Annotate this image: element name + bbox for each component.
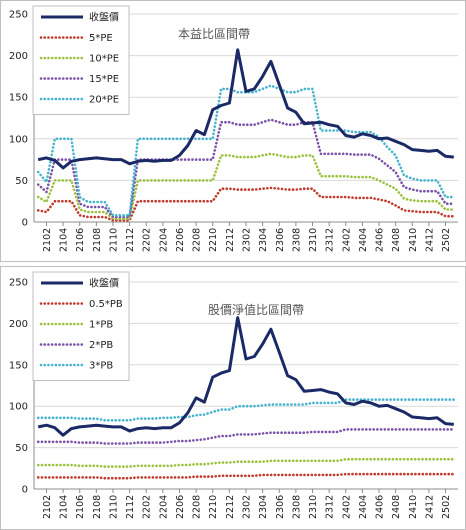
x-tick-label: 2212 [225,495,236,519]
x-tick-label: 2306 [275,495,286,519]
x-tick-label: 2104 [59,495,70,519]
x-tick-label: 2108 [92,228,103,252]
x-tick-label: 2102 [42,495,53,519]
x-tick-label: 2312 [325,228,336,252]
y-tick-label: 150 [9,93,28,104]
x-tick-label: 2210 [208,495,219,519]
x-tick-label: 2408 [391,228,402,252]
x-tick-label: 2210 [208,228,219,252]
y-tick-label: 50 [15,176,28,187]
x-tick-label: 2302 [242,228,253,252]
legend-label: 1*PB [89,320,113,331]
x-tick-label: 2208 [192,228,203,252]
legend-box [32,5,130,115]
x-tick-label: 2104 [59,228,70,252]
x-tick-label: 2402 [341,495,352,519]
x-tick-label: 2402 [341,228,352,252]
series-line-1 [36,186,456,222]
legend-label: 10*PE [89,54,119,65]
x-tick-label: 2212 [225,228,236,252]
x-tick-label: 2502 [441,228,452,252]
x-tick-label: 2204 [158,228,169,252]
x-tick-label: 2308 [291,228,302,252]
chart-title: 股價淨值比區間帶 [208,302,304,317]
x-tick-label: 2302 [242,495,253,519]
x-tick-label: 2108 [92,495,103,519]
series-line-0 [37,48,454,170]
pe-band-chart-panel: 0 50 100 150 200 250 2102 2104 2106 2108 2110 2112 2… [0,0,466,262]
legend-label: 0.5*PB [89,299,123,310]
x-tick-label: 2310 [308,495,319,519]
pb-band-chart-panel: 0 50 100 150 200 250 2102 2104 2106 2108 2110 2112 2… [0,266,466,530]
x-tick-label: 2304 [258,495,269,519]
y-tick-label: 0 [22,218,28,229]
legend-box [32,271,130,381]
pe-band-chart: 0 50 100 150 200 250 2102 2104 2106 2108 2110 2112 2… [0,0,466,262]
legend: 收盤價 0.5*PB 1*PB 2*PB 3*PB [32,271,130,381]
legend-label: 3*PB [89,361,113,372]
series-line-3 [36,428,456,445]
y-tick-label: 200 [9,319,28,330]
y-tick-label: 250 [9,10,28,21]
x-tick-label: 2412 [424,495,435,519]
x-tick-label: 2310 [308,228,319,252]
x-tick-label: 2106 [75,495,86,519]
y-tick-label: 200 [9,51,28,62]
series-line-2 [36,457,456,468]
y-tick-label: 50 [15,443,28,454]
series-line-4 [36,398,456,422]
x-tick-label: 2110 [108,228,119,252]
x-tick-label: 2308 [291,495,302,519]
x-tick-label: 2406 [375,228,386,252]
legend-label: 5*PE [89,33,113,44]
y-tick-label: 0 [22,485,28,496]
x-tick-label: 2408 [391,495,402,519]
x-tick-label: 2410 [408,495,419,519]
legend-label: 15*PE [89,74,119,85]
legend-label: 收盤價 [89,11,119,24]
chart-title: 本益比區間帶 [178,27,250,41]
x-tick-label: 2410 [408,228,419,252]
x-tick-label: 2412 [424,228,435,252]
series-line-2 [36,152,456,220]
x-tick-label: 2110 [108,495,119,519]
pb-band-chart: 0 50 100 150 200 250 2102 2104 2106 2108 2110 2112 2… [0,266,466,530]
x-tick-label: 2206 [175,495,186,519]
x-tick-label: 2312 [325,495,336,519]
legend: 收盤價 5*PE 10*PE 15*PE 20*PE [32,5,130,115]
y-tick-label: 100 [9,402,28,413]
x-tick-label: 2112 [125,495,136,519]
x-tick-label: 2204 [158,495,169,519]
x-tick-label: 2404 [358,495,369,519]
x-tick-label: 2206 [175,228,186,252]
x-tick-label: 2502 [441,495,452,519]
legend-label: 20*PE [89,95,119,106]
legend-label: 收盤價 [89,277,119,290]
y-tick-label: 100 [9,134,28,145]
x-tick-label: 2106 [75,228,86,252]
y-tick-label: 150 [9,360,28,371]
x-tick-label: 2208 [192,495,203,519]
x-tick-label: 2202 [142,495,153,519]
x-tick-label: 2304 [258,228,269,252]
legend-label: 2*PB [89,340,113,351]
x-tick-label: 2112 [125,228,136,252]
x-tick-label: 2404 [358,228,369,252]
series-line-1 [36,472,456,480]
x-tick-label: 2406 [375,495,386,519]
series-line-0 [37,316,454,437]
series-line-3 [36,118,456,219]
x-tick-label: 2306 [275,228,286,252]
x-tick-label: 2202 [142,228,153,252]
y-tick-label: 250 [9,278,28,289]
x-tick-label: 2102 [42,228,53,252]
